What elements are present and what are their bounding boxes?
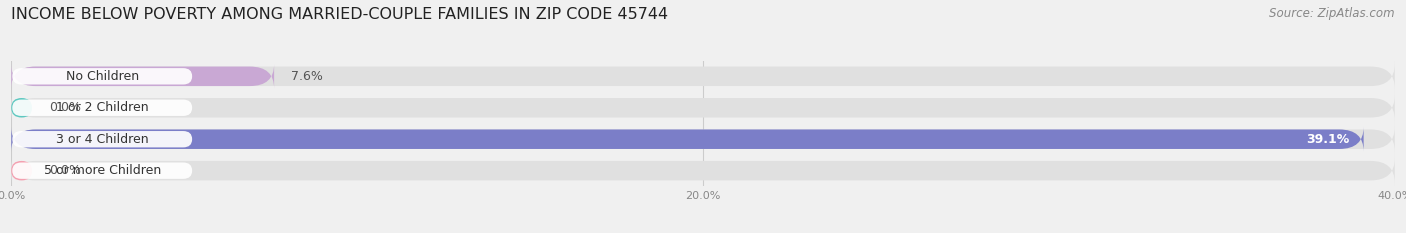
Text: 1 or 2 Children: 1 or 2 Children bbox=[56, 101, 149, 114]
FancyBboxPatch shape bbox=[11, 161, 32, 180]
FancyBboxPatch shape bbox=[11, 127, 1395, 151]
Text: 39.1%: 39.1% bbox=[1306, 133, 1350, 146]
FancyBboxPatch shape bbox=[13, 68, 193, 85]
Text: 0.0%: 0.0% bbox=[49, 101, 82, 114]
FancyBboxPatch shape bbox=[11, 98, 32, 117]
FancyBboxPatch shape bbox=[11, 96, 1395, 120]
Text: 5 or more Children: 5 or more Children bbox=[44, 164, 160, 177]
FancyBboxPatch shape bbox=[11, 64, 1395, 89]
Text: No Children: No Children bbox=[66, 70, 139, 83]
Text: 0.0%: 0.0% bbox=[49, 164, 82, 177]
FancyBboxPatch shape bbox=[13, 99, 193, 116]
FancyBboxPatch shape bbox=[13, 131, 193, 147]
FancyBboxPatch shape bbox=[11, 158, 1395, 183]
Text: Source: ZipAtlas.com: Source: ZipAtlas.com bbox=[1270, 7, 1395, 20]
FancyBboxPatch shape bbox=[11, 64, 274, 89]
Text: INCOME BELOW POVERTY AMONG MARRIED-COUPLE FAMILIES IN ZIP CODE 45744: INCOME BELOW POVERTY AMONG MARRIED-COUPL… bbox=[11, 7, 668, 22]
Text: 3 or 4 Children: 3 or 4 Children bbox=[56, 133, 149, 146]
Text: 7.6%: 7.6% bbox=[291, 70, 323, 83]
FancyBboxPatch shape bbox=[11, 127, 1364, 151]
FancyBboxPatch shape bbox=[13, 162, 193, 179]
